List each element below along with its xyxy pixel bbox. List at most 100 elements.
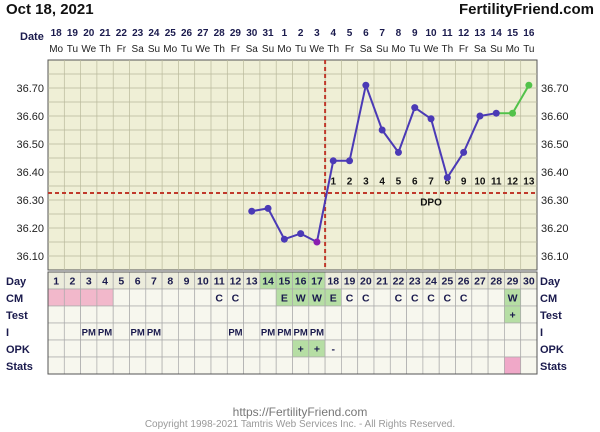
cell-text-day: 13 [246,276,258,288]
date-label: 9 [412,28,418,39]
cell-text-day: 20 [360,276,372,288]
temp-line-segment [364,84,384,131]
table-cell [259,356,277,375]
dpo-number: 6 [412,176,418,187]
date-label: 22 [116,28,128,39]
table-cell [112,305,130,324]
cell-text-day: 8 [167,276,173,288]
table-cell [520,322,538,341]
table-cell [373,322,391,341]
cell-text-opk: - [332,344,336,356]
row-label-cm: CM [6,293,23,305]
weekday-label: Mo [49,44,63,55]
table-cell [226,339,244,358]
weekday-label: Th [99,44,111,55]
table-cell [389,305,407,324]
temp-line-segment [446,151,465,179]
copyright-text: Copyright 1998-2021 Tamtris Web Services… [144,419,456,430]
table-cell [471,288,489,307]
table-cell [145,356,163,375]
temp-point [427,115,435,123]
table-cell [226,305,244,324]
table-cell [243,305,261,324]
cell-text-day: 23 [409,276,421,288]
table-cell [259,339,277,358]
table-cell [145,339,163,358]
date-label: 18 [51,28,63,39]
weekday-label: Sa [246,44,259,55]
cell-text-day: 11 [214,276,225,288]
table-cell [226,356,244,375]
table-cell [80,339,98,358]
weekday-label: Tu [67,44,78,55]
table-cell [178,339,196,358]
y-tick-right: 36.30 [541,195,569,207]
dpo-number: 9 [461,176,467,187]
dpo-number: 5 [396,176,402,187]
table-cell [357,356,375,375]
cell-text-opk: + [298,344,304,356]
row-label-i: I [6,327,9,339]
table-cell [406,305,424,324]
site-url[interactable]: https://FertilityFriend.com [232,405,368,419]
date-label: 13 [474,28,486,39]
table-cell [504,339,522,358]
table-cell [259,305,277,324]
table-cell [129,288,147,307]
date-label: 5 [347,28,353,39]
table-cell [145,288,163,307]
weekday-label: Tu [181,44,192,55]
y-tick-left: 36.60 [16,111,44,123]
table-cell [487,339,505,358]
weekday-label: Tu [523,44,534,55]
cell-text-i: PM [310,328,324,339]
cell-text-cm: W [508,293,518,305]
weekday-label: We [310,44,325,55]
date-label: 10 [425,28,437,39]
table-cell [63,305,81,324]
weekday-label: We [195,44,210,55]
row-label-right-stats: Stats [540,361,567,373]
table-cell [80,356,98,375]
table-cell [210,339,228,358]
cell-text-i: PM [98,328,112,339]
cell-text-day: 14 [262,276,274,288]
weekday-label: Mo [391,44,405,55]
table-cell [487,305,505,324]
table-cell [487,288,505,307]
table-cell [210,356,228,375]
table-border [47,271,538,375]
y-tick-left: 36.20 [16,223,44,235]
cell-text-day: 25 [442,276,454,288]
table-cell [194,288,212,307]
table-cell [194,356,212,375]
table-cell [389,356,407,375]
weekday-label: Su [262,44,274,55]
dpo-number: 1 [330,176,336,187]
dpo-number: 7 [428,176,434,187]
table-cell [275,356,293,375]
cell-text-i: PM [228,328,242,339]
cell-text-i: PM [147,328,161,339]
row-label-right-test: Test [540,310,562,322]
table-cell [243,288,261,307]
table-cell [520,305,538,324]
temp-point [394,148,402,156]
table-cell [373,305,391,324]
dpo-number: 4 [379,176,385,187]
date-label: 28 [214,28,226,39]
temp-point [411,104,419,112]
table-cell [406,339,424,358]
table-cell [63,288,81,307]
table-cell [341,322,359,341]
table-cell [341,339,359,358]
table-cell [161,288,179,307]
dpo-number: 10 [474,176,486,187]
cell-text-cm: E [281,293,288,305]
table-cell [210,322,228,341]
table-cell [161,356,179,375]
table-cell [292,305,310,324]
table-cell [324,356,342,375]
cell-text-cm: E [330,293,337,305]
